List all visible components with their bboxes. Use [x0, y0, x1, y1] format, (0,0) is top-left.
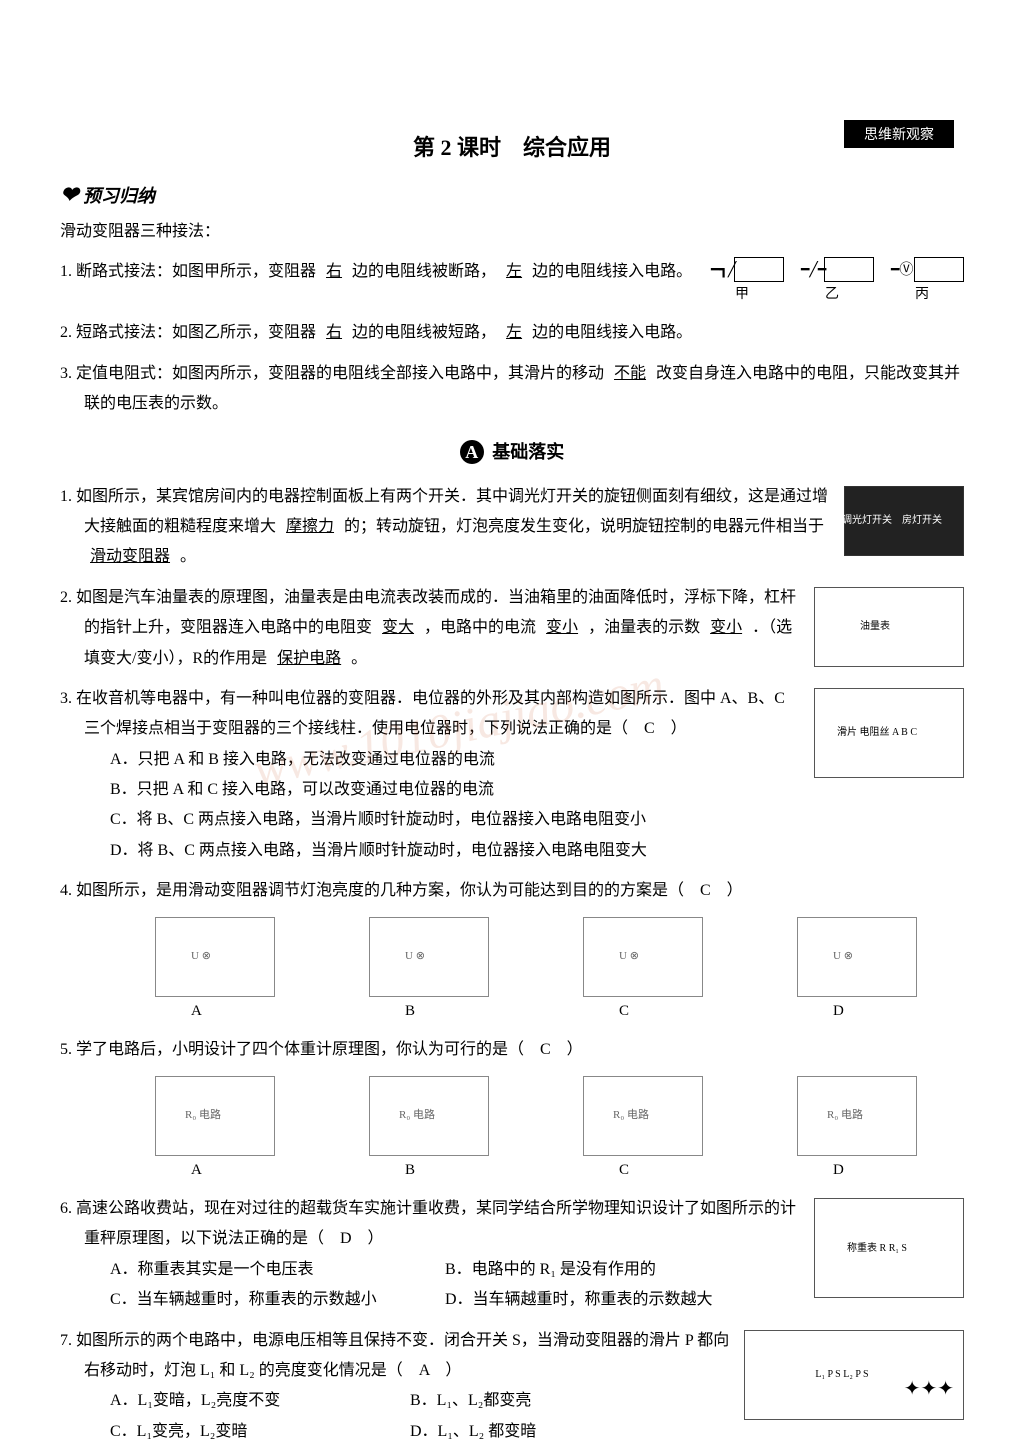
q5-opt-c: R₀ 电路C — [583, 1076, 703, 1185]
q6-opt-c: C．当车辆越重时，称重表的示数越小 — [134, 1285, 469, 1315]
q1-t2: 的；转动旋钮，灯泡亮度发生变化，说明旋钮控制的电器元件相当于 — [344, 518, 824, 535]
q6-image: 称重表 R R₁ S — [814, 1198, 964, 1298]
q7-opt-b: B．L₁、L₂都变亮 — [434, 1386, 734, 1416]
preview-section-header: ❤ 预习归纳 — [60, 182, 964, 208]
section-a-divider: A 基础落实 — [60, 438, 964, 464]
q3-text: 在收音机等电器中，有一种叫电位器的变阻器．电位器的外形及其内部构造如图所示．图中… — [76, 690, 785, 737]
heart-icon: ❤ — [60, 182, 78, 207]
p1-t1: 断路式接法：如图甲所示，变阻器 — [76, 263, 316, 280]
q2-b3: 变小 — [704, 619, 748, 636]
q3-image: 滑片 电阻丝 A B C — [814, 688, 964, 778]
p3-b1: 不能 — [608, 365, 652, 382]
p2-t3: 边的电阻线接入电路。 — [532, 324, 692, 341]
q4-opt-a: U ⊗A — [155, 917, 275, 1026]
p1-b1: 右 — [320, 263, 348, 280]
q5-diagrams: R₀ 电路A R₀ 电路B R₀ 电路C R₀ 电路D — [84, 1076, 964, 1185]
q2-b4: 保护电路 — [271, 650, 347, 667]
q3-opt-b: B．只把 A 和 C 接入电路，可以改变通过电位器的电流 — [134, 775, 964, 805]
question-5: 5. 学了电路后，小明设计了四个体重计原理图，你认为可行的是（ C ） R₀ 电… — [60, 1035, 964, 1184]
section-a-letter: A — [460, 440, 484, 464]
p2-t1: 短路式接法：如图乙所示，变阻器 — [76, 324, 316, 341]
q5-num: 5. — [60, 1041, 72, 1058]
section-a-label: 基础落实 — [492, 442, 564, 462]
p1-t3: 边的电阻线接入电路。 — [532, 263, 692, 280]
p1-b2: 左 — [500, 263, 528, 280]
preview-item-3: 3. 定值电阻式：如图丙所示，变阻器的电阻线全部接入电路中，其滑片的移动 不能 … — [60, 359, 964, 420]
q1-b1: 摩擦力 — [280, 518, 340, 535]
q7-opt-c: C．L₁变亮，L₂变暗 — [134, 1417, 434, 1447]
p1-num: 1. — [60, 263, 72, 280]
circuit-yi: ━╱━乙 — [824, 257, 874, 309]
q2-t5: 。 — [351, 650, 367, 667]
p2-b2: 左 — [500, 324, 528, 341]
q4-text: 如图所示，是用滑动变阻器调节灯泡亮度的几种方案，你认为可能达到目的的方案是（ C… — [76, 882, 743, 899]
circuit-bing: ━Ⓥ丙 — [914, 257, 964, 309]
p2-b1: 右 — [320, 324, 348, 341]
q1-image: 调光灯开关 房灯开关 — [844, 486, 964, 556]
q2-num: 2. — [60, 589, 72, 606]
q1-num: 1. — [60, 488, 72, 505]
p2-t2: 边的电阻线被短路， — [352, 324, 496, 341]
q4-diagrams: U ⊗A U ⊗B U ⊗C U ⊗D — [84, 917, 964, 1026]
q6-opt-b: B．电路中的 R₁ 是没有作用的 — [469, 1255, 804, 1285]
q5-text: 学了电路后，小明设计了四个体重计原理图，你认为可行的是（ C ） — [76, 1041, 583, 1058]
q7-image: L₁ P S L₂ P S — [744, 1330, 964, 1420]
q2-image: 油量表 — [814, 587, 964, 667]
q3-opt-c: C．将 B、C 两点接入电路，当滑片顺时针旋动时，电位器接入电路电阻变小 — [134, 805, 964, 835]
footer-star-icon: ✦✦✦ — [904, 1376, 954, 1401]
q1-b2: 滑动变阻器 — [84, 548, 176, 565]
q7-opt-a: A．L₁变暗，L₂亮度不变 — [134, 1386, 434, 1416]
question-2: 油量表 2. 如图是汽车油量表的原理图，油量表是由电流表改装而成的．当油箱里的油… — [60, 583, 964, 674]
question-3: 滑片 电阻丝 A B C 3. 在收音机等电器中，有一种叫电位器的变阻器．电位器… — [60, 684, 964, 866]
question-4: 4. 如图所示，是用滑动变阻器调节灯泡亮度的几种方案，你认为可能达到目的的方案是… — [60, 876, 964, 1025]
q6-opt-d: D．当车辆越重时，称重表的示数越大 — [469, 1285, 804, 1315]
intro-text: 滑动变阻器三种接法： — [60, 218, 964, 247]
p3-t1: 定值电阻式：如图丙所示，变阻器的电阻线全部接入电路中，其滑片的移动 — [76, 365, 604, 382]
p1-t2: 边的电阻线被断路， — [352, 263, 496, 280]
q2-b2: 变小 — [540, 619, 584, 636]
q2-b1: 变大 — [376, 619, 420, 636]
q4-opt-c: U ⊗C — [583, 917, 703, 1026]
question-6: 称重表 R R₁ S 6. 高速公路收费站，现在对过往的超载货车实施计重收费，某… — [60, 1194, 964, 1316]
q1-t3: 。 — [180, 548, 196, 565]
preview-item-2: 2. 短路式接法：如图乙所示，变阻器 右 边的电阻线被短路， 左 边的电阻线接入… — [60, 318, 964, 348]
page-title: 第 2 课时 综合应用 — [60, 130, 964, 162]
q2-t2: ，电路中的电流 — [424, 619, 536, 636]
q7-options: A．L₁变暗，L₂亮度不变 B．L₁、L₂都变亮 C．L₁变亮，L₂变暗 D．L… — [84, 1386, 734, 1447]
q3-opt-d: D．将 B、C 两点接入电路，当滑片顺时针旋动时，电位器接入电路电阻变大 — [134, 836, 964, 866]
p2-num: 2. — [60, 324, 72, 341]
q4-opt-d: U ⊗D — [797, 917, 917, 1026]
p3-num: 3. — [60, 365, 72, 382]
q5-opt-d: R₀ 电路D — [797, 1076, 917, 1185]
q4-opt-b: U ⊗B — [369, 917, 489, 1026]
header-badge: 思维新观察 — [844, 120, 954, 148]
q3-num: 3. — [60, 690, 72, 707]
q4-num: 4. — [60, 882, 72, 899]
q6-options: A．称重表其实是一个电压表 B．电路中的 R₁ 是没有作用的 C．当车辆越重时，… — [84, 1255, 804, 1316]
q5-opt-b: R₀ 电路B — [369, 1076, 489, 1185]
question-1: 调光灯开关 房灯开关 1. 如图所示，某宾馆房间内的电器控制面板上有两个开关．其… — [60, 482, 964, 573]
q7-num: 7. — [60, 1332, 72, 1349]
preview-item-1: ━┓╱甲 ━╱━乙 ━Ⓥ丙 1. 断路式接法：如图甲所示，变阻器 右 边的电阻线… — [60, 257, 964, 309]
q6-text: 高速公路收费站，现在对过往的超载货车实施计重收费，某同学结合所学物理知识设计了如… — [76, 1200, 796, 1247]
q5-opt-a: R₀ 电路A — [155, 1076, 275, 1185]
question-7: L₁ P S L₂ P S 7. 如图所示的两个电路中，电源电压相等且保持不变．… — [60, 1326, 964, 1447]
q7-text: 如图所示的两个电路中，电源电压相等且保持不变．闭合开关 S，当滑动变阻器的滑片 … — [76, 1332, 729, 1379]
q6-opt-a: A．称重表其实是一个电压表 — [134, 1255, 469, 1285]
circuit-jia: ━┓╱甲 — [734, 257, 784, 309]
q7-opt-d: D．L₁、L₂ 都变暗 — [434, 1417, 734, 1447]
q2-t3: ，油量表的示数 — [588, 619, 700, 636]
q6-num: 6. — [60, 1200, 72, 1217]
preview-label: 预习归纳 — [83, 186, 155, 206]
circuit-diagrams-row: ━┓╱甲 ━╱━乙 ━Ⓥ丙 — [734, 257, 964, 309]
